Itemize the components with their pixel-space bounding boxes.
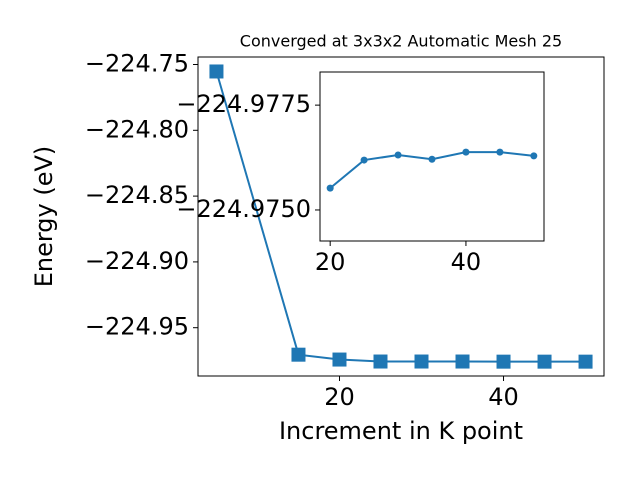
chart-title: Converged at 3x3x2 Automatic Mesh 25: [240, 32, 562, 51]
x-tick-label: 40: [451, 248, 482, 276]
x-tick-label: 40: [488, 383, 519, 411]
y-tick-label: −224.85: [85, 181, 189, 209]
y-tick-label: −224.80: [85, 115, 189, 143]
marker: [414, 354, 429, 369]
x-tick-label: 20: [324, 383, 355, 411]
y-tick-label: −224.9750: [176, 195, 311, 223]
marker: [326, 184, 334, 192]
marker: [530, 152, 538, 160]
marker: [209, 64, 224, 79]
marker: [332, 352, 347, 367]
y-tick-label: −224.9775: [176, 90, 311, 118]
marker: [394, 151, 402, 159]
marker: [578, 354, 593, 369]
marker: [496, 354, 511, 369]
y-tick-label: −224.95: [85, 313, 189, 341]
y-tick-label: −224.75: [85, 50, 189, 78]
marker: [428, 155, 436, 163]
x-tick-label: 20: [315, 248, 346, 276]
marker: [462, 148, 470, 156]
marker: [291, 347, 306, 362]
x-axis-label: Increment in K point: [279, 417, 523, 445]
marker: [373, 354, 388, 369]
y-tick-label: −224.90: [85, 247, 189, 275]
marker: [496, 148, 504, 156]
marker: [360, 156, 368, 164]
marker: [455, 354, 470, 369]
y-axis-label: Energy (eV): [30, 146, 58, 288]
marker: [537, 354, 552, 369]
